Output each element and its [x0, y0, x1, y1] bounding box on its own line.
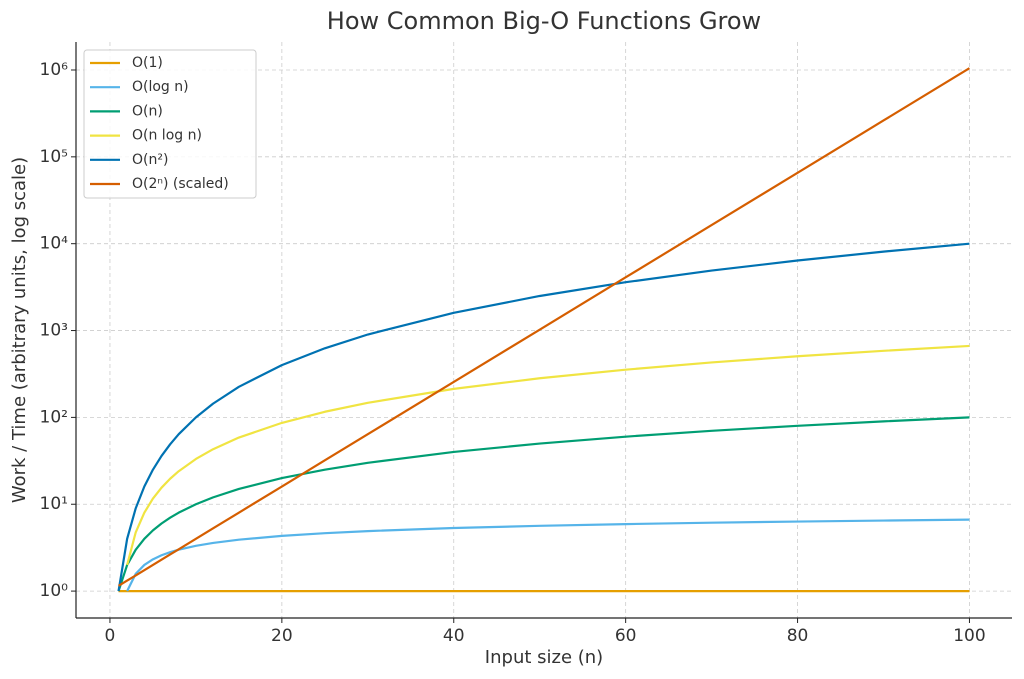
- legend-box: [83, 49, 257, 199]
- series-line: [117, 67, 971, 587]
- legend-label: O(log n): [132, 79, 189, 95]
- x-tick-label: 80: [787, 626, 809, 646]
- x-axis-label: Input size (n): [485, 647, 603, 668]
- plot-area: [117, 67, 971, 593]
- legend-label: O(2ⁿ) (scaled): [132, 176, 229, 192]
- legend-label: O(n log n): [132, 128, 202, 144]
- y-tick-label: 10⁴: [40, 234, 69, 254]
- legend: O(1) O(log n) O(n) O(n log n) O(n²) O(2ⁿ) (sc…: [83, 49, 257, 199]
- y-tick-label: 10⁵: [40, 147, 68, 167]
- y-tick-label: 10³: [40, 321, 68, 341]
- y-axis-label: Work / Time (arbitrary units, log scale): [9, 157, 30, 503]
- x-tick-label: 100: [953, 626, 985, 646]
- x-tick-label: 0: [105, 626, 116, 646]
- x-tick-label: 40: [443, 626, 465, 646]
- x-tick-label: 20: [271, 626, 293, 646]
- x-tick-label: 60: [615, 626, 637, 646]
- series-line: [117, 416, 970, 592]
- legend-label: O(1): [132, 55, 163, 71]
- y-tick-label: 10¹: [40, 494, 68, 514]
- chart-title: How Common Big-O Functions Grow: [327, 7, 761, 35]
- y-tick-label: 10⁶: [40, 60, 69, 80]
- series-line: [117, 242, 970, 592]
- series-line: [126, 344, 970, 566]
- legend-label: O(n): [132, 103, 163, 119]
- y-tick-label: 10²: [40, 407, 68, 427]
- y-tick-label: 10⁰: [40, 581, 69, 601]
- ticks: 0 20 40 60 80 100 10⁰ 10¹ 10² 10³ 10⁴ 10⁵ 10⁶: [40, 60, 986, 646]
- legend-label: O(n²): [132, 152, 168, 168]
- series-line: [126, 518, 970, 592]
